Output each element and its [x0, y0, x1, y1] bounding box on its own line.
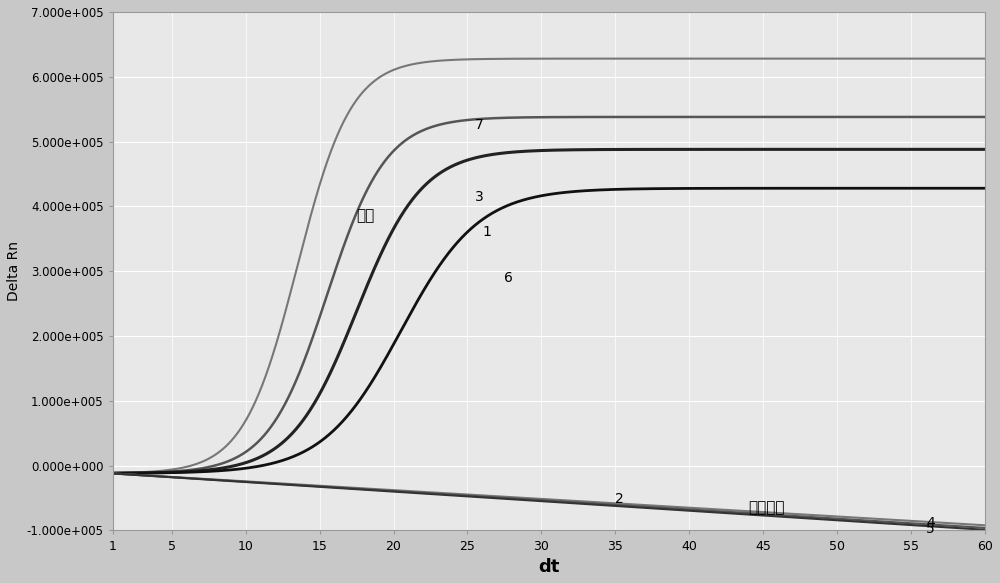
Text: 阳性: 阳性 — [357, 209, 375, 224]
Text: 5: 5 — [926, 522, 935, 536]
Text: 6: 6 — [504, 271, 513, 285]
Text: 1: 1 — [482, 225, 491, 239]
Y-axis label: Delta Rn: Delta Rn — [7, 241, 21, 301]
Text: 2: 2 — [615, 493, 624, 507]
Text: 4: 4 — [926, 516, 935, 530]
Text: 3: 3 — [475, 189, 484, 203]
Text: 7: 7 — [475, 118, 484, 132]
X-axis label: dt: dt — [538, 558, 560, 576]
Text: 阴性对照: 阴性对照 — [748, 500, 785, 515]
